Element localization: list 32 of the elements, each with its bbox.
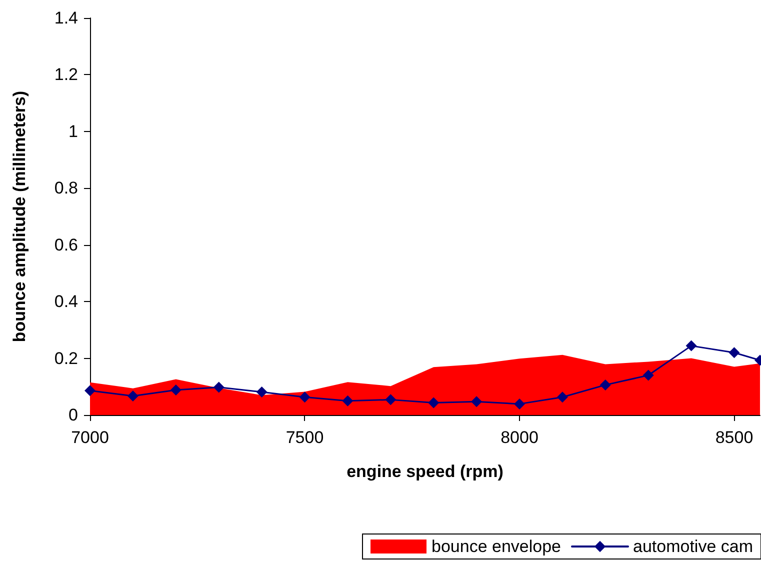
x-tick-label: 8500 [715,428,754,447]
point [299,392,310,403]
point [342,395,354,406]
point [170,384,182,396]
y-tick-label: 0.2 [54,348,78,368]
legend-label: bounce envelope [432,537,562,556]
legend-label: automotive cam [633,537,754,556]
y-tick-label: 1 [68,122,78,141]
y-tick-label: 0.8 [54,178,78,198]
y-axis-title: bounce amplitude (millimeters) [10,90,29,342]
point [514,398,525,410]
point [256,386,268,398]
x-tick-label: 7000 [71,428,109,447]
point [600,379,611,390]
point [428,397,440,408]
x-tick-label: 7500 [286,428,324,447]
y-tick-label: 0.4 [54,292,78,312]
point [728,347,740,358]
point [686,340,697,352]
y-tick-label: 1.2 [54,65,78,84]
x-axis-title: engine speed (rpm) [346,462,504,481]
point [556,392,568,403]
x-tick-label: 8000 [500,428,538,447]
point [213,382,224,393]
point [385,394,396,406]
point [84,385,96,396]
y-tick-label: 1.4 [54,8,78,28]
y-tick-label: 0 [68,406,78,424]
y-tick-label: 0.6 [54,235,78,254]
point [127,390,138,402]
point [471,396,482,408]
point [642,370,654,381]
